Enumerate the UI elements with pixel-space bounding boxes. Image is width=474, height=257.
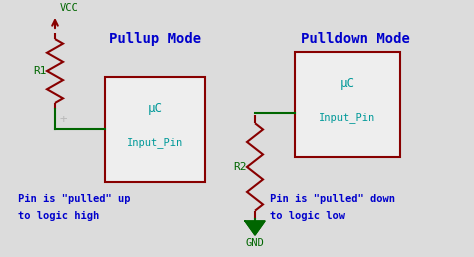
Text: GND: GND — [246, 238, 264, 248]
Text: to logic high: to logic high — [18, 211, 99, 221]
Text: +: + — [60, 113, 67, 126]
Text: R2: R2 — [234, 162, 247, 172]
Text: to logic low: to logic low — [270, 211, 345, 221]
Text: Input_Pin: Input_Pin — [127, 137, 183, 148]
Text: R1: R1 — [34, 66, 47, 76]
Text: μC: μC — [147, 102, 163, 115]
Text: μC: μC — [340, 77, 355, 90]
Text: Input_Pin: Input_Pin — [319, 112, 375, 123]
Polygon shape — [245, 221, 265, 235]
Text: Pin is "pulled" down: Pin is "pulled" down — [270, 194, 395, 204]
Text: Pullup Mode: Pullup Mode — [109, 32, 201, 46]
Text: Pin is "pulled" up: Pin is "pulled" up — [18, 194, 130, 204]
Text: VCC: VCC — [60, 3, 79, 13]
Bar — [295, 52, 400, 157]
Text: Pulldown Mode: Pulldown Mode — [301, 32, 410, 46]
Bar — [105, 77, 205, 182]
